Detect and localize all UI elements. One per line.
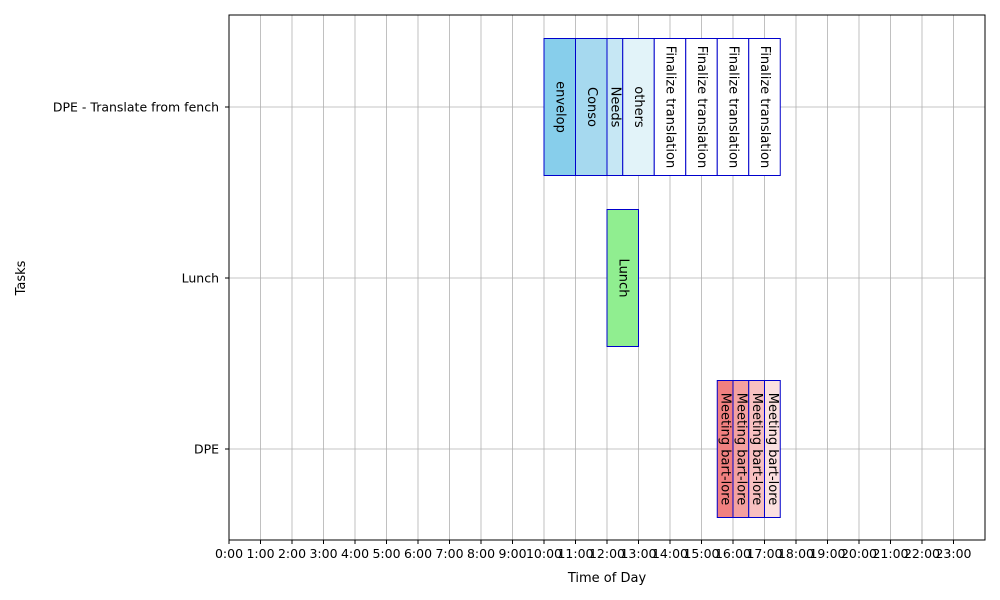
x-tick-label: 20:00 <box>841 546 877 561</box>
ticks-layer: 0:00 1:00 2:00 3:00 4:00 5:00 6:00 7:00 8:00 9:00… <box>53 100 972 562</box>
task-bar-label: Finalize translation <box>663 46 678 168</box>
x-tick-label: 1:00 <box>246 546 274 561</box>
y-tick-label: Lunch <box>182 271 219 286</box>
x-tick-label: 7:00 <box>435 546 463 561</box>
task-bar-label: Conso <box>584 87 599 127</box>
task-bar <box>764 380 781 518</box>
gridlines <box>228 15 985 540</box>
task-bar-label: Finalize translation <box>726 46 741 168</box>
bars-layer: envelop Conso Needs others Finalize translat… <box>543 38 781 518</box>
y-tick-label: DPE <box>194 442 219 457</box>
task-bar-label: Needs <box>607 87 622 128</box>
y-tick-label: DPE - Translate from fench <box>53 100 219 115</box>
x-tick-label: 13:00 <box>620 546 656 561</box>
x-tick-label: 6:00 <box>404 546 432 561</box>
x-tick-label: 21:00 <box>872 546 908 561</box>
x-tick-label: 4:00 <box>341 546 369 561</box>
x-tick-label: 5:00 <box>372 546 400 561</box>
task-bar-label: Lunch <box>615 259 630 298</box>
task-bar <box>575 38 608 176</box>
task-bar-label: Meeting bart-lore <box>765 393 780 506</box>
x-tick-label: 19:00 <box>809 546 845 561</box>
x-tick-label: 14:00 <box>652 546 688 561</box>
task-bar <box>685 38 718 176</box>
task-bar <box>606 209 639 347</box>
x-tick-label: 15:00 <box>683 546 719 561</box>
task-bar-label: Meeting bart-lore <box>749 393 764 506</box>
x-tick-label: 9:00 <box>498 546 526 561</box>
x-tick-label: 3:00 <box>309 546 337 561</box>
task-bar-label: Finalize translation <box>694 46 709 168</box>
task-bar-label: Meeting bart-lore <box>718 393 733 506</box>
task-bar <box>748 38 781 176</box>
task-bar <box>622 38 655 176</box>
x-tick-label: 23:00 <box>935 546 971 561</box>
x-tick-label: 16:00 <box>715 546 751 561</box>
x-tick-label: 8:00 <box>467 546 495 561</box>
y-axis-label: Tasks <box>14 260 29 296</box>
x-tick-label: 10:00 <box>526 546 562 561</box>
x-tick-label: 17:00 <box>746 546 782 561</box>
x-tick-label: 22:00 <box>904 546 940 561</box>
task-bar-label: Meeting bart-lore <box>733 393 748 506</box>
task-bar-label: envelop <box>552 81 567 133</box>
x-tick-label: 0:00 <box>215 546 243 561</box>
x-tick-label: 18:00 <box>778 546 814 561</box>
x-tick-label: 11:00 <box>557 546 593 561</box>
x-axis-label: Time of Day <box>567 571 647 586</box>
x-tick-label: 2:00 <box>278 546 306 561</box>
task-bar-label: others <box>631 86 646 128</box>
x-tick-label: 12:00 <box>589 546 625 561</box>
task-bar-label: Finalize translation <box>757 46 772 168</box>
